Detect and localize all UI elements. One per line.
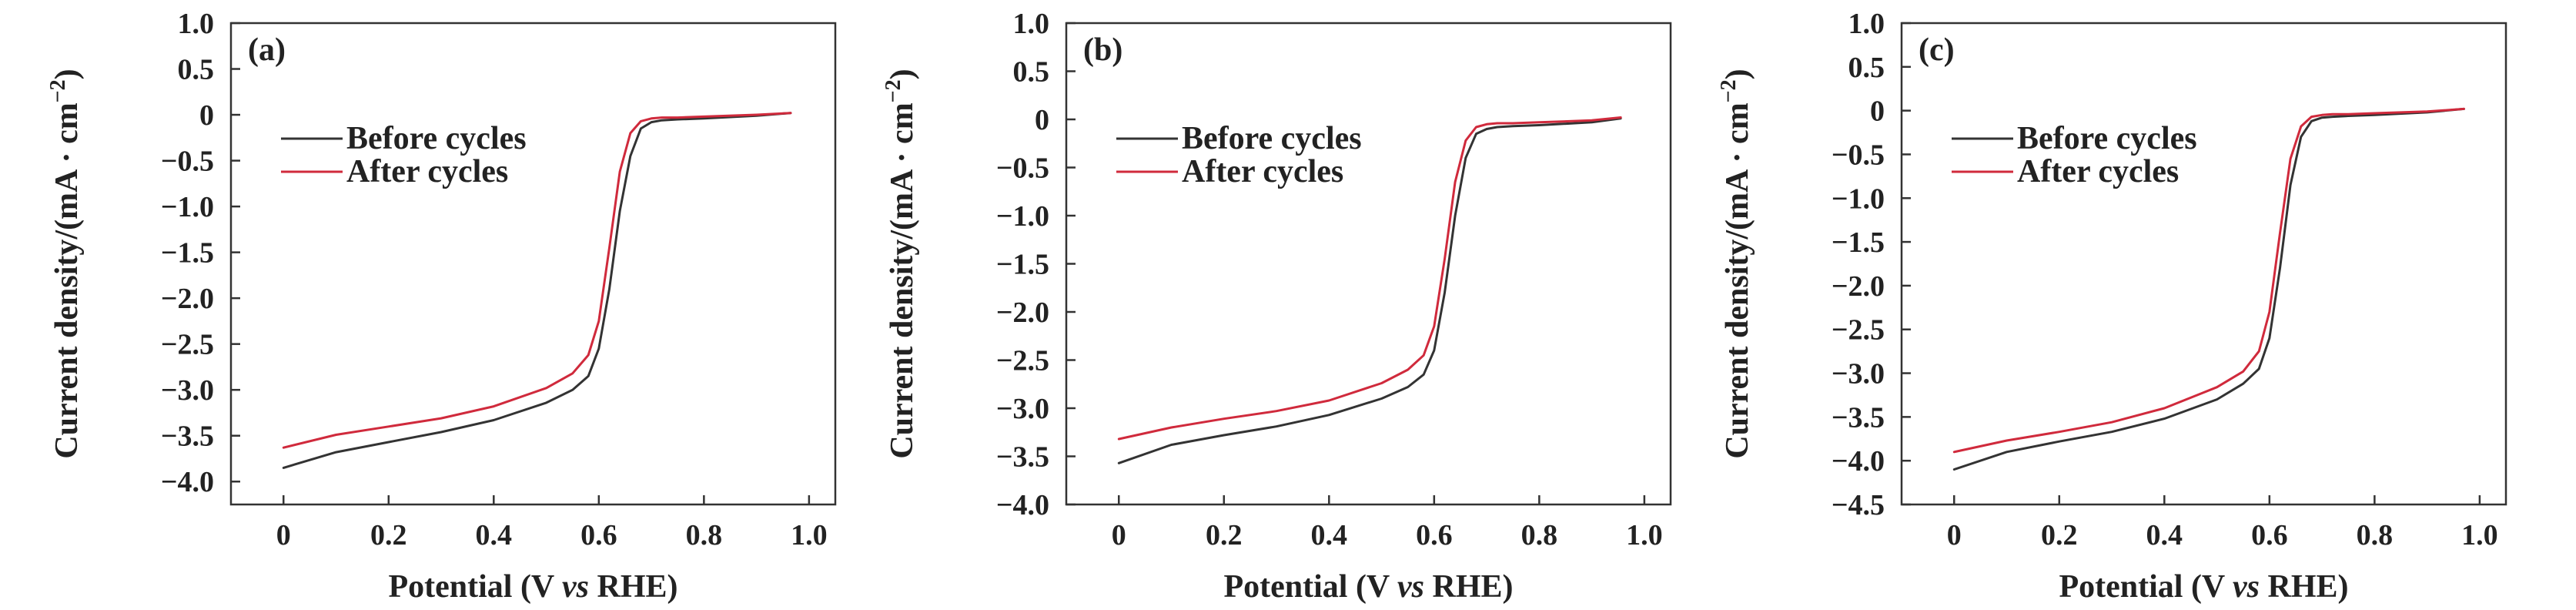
series-line-before-cycles xyxy=(1952,107,2465,471)
x-tick-label: 0.8 xyxy=(686,519,723,551)
x-axis-title-part: RHE) xyxy=(589,569,678,605)
series-line-before-cycles xyxy=(282,112,792,469)
plot-frame xyxy=(1900,22,2507,506)
x-axis-title: Potential (V vs RHE) xyxy=(1223,569,1513,605)
x-tick-label: 0.8 xyxy=(2357,519,2394,551)
x-axis-title-part: vs xyxy=(1397,569,1424,605)
x-tick-label: 1.0 xyxy=(2461,519,2498,551)
legend-label: Before cycles xyxy=(346,121,527,156)
chart-panel-2: 0 0.2 0.4 0.6 0.8 1.0 1.0 0.5 0 −0.5 −1.0 −1.5 −2.0 −… xyxy=(882,8,1672,605)
y-axis-title-superscript: −2 xyxy=(1717,79,1741,102)
series-line-before-cycles xyxy=(1117,117,1622,464)
x-tick-label: 0.6 xyxy=(580,519,617,551)
x-axis-title: Potential (V vs RHE) xyxy=(2059,569,2348,605)
panel-label: (c) xyxy=(1919,32,1955,68)
x-tick-label: 0.2 xyxy=(1206,519,1243,551)
y-axis-title-part: ) xyxy=(885,69,920,79)
y-tick-label: −1.0 xyxy=(996,200,1049,233)
panel-label: (b) xyxy=(1083,32,1122,68)
x-axis-title-part: Potential (V xyxy=(2059,569,2233,605)
y-axis-title-part: ) xyxy=(49,69,85,79)
y-tick-label: −3.0 xyxy=(161,374,214,407)
y-tick-label: −0.5 xyxy=(1832,139,1885,171)
y-tick-label: −2.5 xyxy=(1832,314,1885,347)
y-tick-label: −3.5 xyxy=(996,441,1049,474)
x-tick-label: 0.4 xyxy=(2146,519,2183,551)
y-tick-label: 0.5 xyxy=(1013,56,1050,89)
y-axis-title-part: Current density/(mA · cm xyxy=(49,102,85,458)
y-tick-label: 0.5 xyxy=(178,54,215,86)
x-tick-label: 0 xyxy=(1947,519,1962,551)
plot-frame xyxy=(1065,22,1672,506)
legend-label: Before cycles xyxy=(1182,121,1362,156)
x-axis-title: Potential (V vs RHE) xyxy=(388,569,677,605)
panel-label: (a) xyxy=(248,32,286,68)
y-tick-label: −1.5 xyxy=(161,237,214,270)
legend-label: After cycles xyxy=(2017,154,2179,189)
y-tick-label: 0 xyxy=(1035,104,1049,136)
x-tick-label: 1.0 xyxy=(1626,519,1663,551)
x-tick-label: 1.0 xyxy=(791,519,828,551)
y-axis-title: Current density/(mA · cm−2) xyxy=(1717,69,1755,458)
x-axis-title-part: vs xyxy=(2233,569,2260,605)
y-tick-label: 0.5 xyxy=(1848,52,1885,84)
x-tick-label: 0.2 xyxy=(370,519,407,551)
y-axis-title-part: ) xyxy=(1720,69,1755,79)
plot-frame xyxy=(229,22,837,506)
x-tick-label: 0 xyxy=(1112,519,1126,551)
y-axis-title: Current density/(mA · cm−2) xyxy=(882,69,920,458)
y-tick-label: −2.5 xyxy=(161,329,214,361)
y-tick-label: 1.0 xyxy=(1848,8,1885,40)
x-tick-label: 0.8 xyxy=(1521,519,1558,551)
y-tick-label: −3.0 xyxy=(996,393,1049,425)
y-tick-label: −2.0 xyxy=(996,297,1049,329)
y-axis-title-superscript: −2 xyxy=(882,79,905,102)
y-tick-label: 0 xyxy=(199,99,214,132)
y-tick-label: −4.0 xyxy=(996,489,1049,521)
series-line-after-cycles xyxy=(282,112,792,449)
x-axis-title-part: RHE) xyxy=(2260,569,2349,605)
y-tick-label: 1.0 xyxy=(1013,8,1050,40)
x-tick-label: 0.6 xyxy=(1416,519,1453,551)
series-line-after-cycles xyxy=(1117,116,1622,441)
y-tick-label: −2.5 xyxy=(996,345,1049,377)
y-tick-label: −3.5 xyxy=(1832,401,1885,434)
y-tick-label: −1.5 xyxy=(996,249,1049,281)
x-tick-label: 0.4 xyxy=(1311,519,1348,551)
y-tick-label: 0 xyxy=(1870,96,1885,128)
y-axis-title-part: Current density/(mA · cm xyxy=(1720,102,1755,458)
x-axis-title-part: vs xyxy=(562,569,589,605)
x-tick-label: 0.6 xyxy=(2251,519,2288,551)
x-axis-title-part: RHE) xyxy=(1424,569,1514,605)
x-tick-label: 0.2 xyxy=(2041,519,2078,551)
legend-label: Before cycles xyxy=(2017,121,2197,156)
y-tick-label: −2.0 xyxy=(1832,270,1885,303)
legend-label: After cycles xyxy=(1182,154,1343,189)
x-axis-title-part: Potential (V xyxy=(1223,569,1397,605)
y-tick-label: 1.0 xyxy=(178,8,215,40)
y-tick-label: −4.0 xyxy=(1832,445,1885,478)
chart-panel-1: 0 0.2 0.4 0.6 0.8 1.0 1.0 0.5 0 −0.5 −1.0 −1.5 −2.0 −… xyxy=(46,8,837,605)
x-tick-label: 0 xyxy=(276,519,291,551)
y-tick-label: −0.5 xyxy=(996,152,1049,185)
y-axis-title-part: Current density/(mA · cm xyxy=(885,102,920,458)
y-tick-label: −0.5 xyxy=(161,146,214,178)
y-tick-label: −4.5 xyxy=(1832,489,1885,521)
y-tick-label: −3.5 xyxy=(161,421,214,453)
series-line-after-cycles xyxy=(1952,107,2465,454)
x-tick-label: 0.4 xyxy=(476,519,513,551)
y-tick-label: −2.0 xyxy=(161,283,214,315)
legend-label: After cycles xyxy=(346,154,508,189)
chart-panel-3: 0 0.2 0.4 0.6 0.8 1.0 1.0 0.5 0 −0.5 −1.0 −1.5 −2.0 −… xyxy=(1717,8,2507,605)
y-tick-label: −3.0 xyxy=(1832,358,1885,390)
x-axis-title-part: Potential (V xyxy=(388,569,562,605)
y-axis-title-superscript: −2 xyxy=(46,79,70,102)
y-tick-label: −4.0 xyxy=(161,466,214,498)
y-tick-label: −1.0 xyxy=(1832,183,1885,215)
y-tick-label: −1.5 xyxy=(1832,226,1885,259)
y-axis-title: Current density/(mA · cm−2) xyxy=(46,69,85,458)
y-tick-label: −1.0 xyxy=(161,191,214,223)
